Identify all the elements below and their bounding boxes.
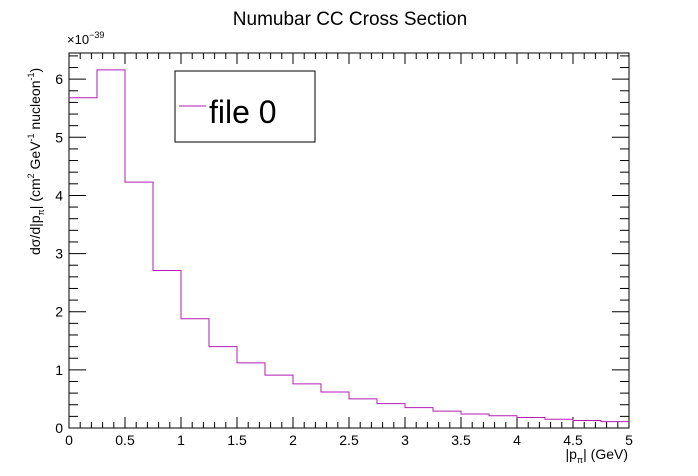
y-axis-title-c-sup: -1 (26, 133, 36, 141)
y-exponent-base: ×10 (67, 32, 89, 47)
y-tick-label: 4 (55, 187, 63, 203)
legend-entry-label: file 0 (209, 94, 277, 130)
y-tick-label: 0 (55, 420, 63, 436)
y-tick-label: 5 (55, 129, 63, 145)
y-axis-title-a-sub: π (36, 209, 46, 215)
x-tick-label: 2.5 (339, 432, 359, 448)
histogram-series-file-0 (69, 69, 629, 423)
x-axis: 0 0.5 1 1.5 2 2.5 3 3.5 4 4.5 5 (65, 53, 633, 448)
x-axis-title-sub: π (577, 455, 583, 465)
y-exponent-power: −39 (89, 30, 104, 40)
y-tick-label: 6 (55, 71, 63, 87)
x-tick-label: 0.5 (115, 432, 135, 448)
chart-title: Numubar CC Cross Section (233, 9, 467, 30)
legend-box (174, 70, 316, 143)
y-exponent-label: ×10−39 (67, 30, 104, 47)
y-tick-label: 3 (55, 246, 63, 262)
y-axis-title-b: | (cm (27, 178, 43, 209)
y-axis-title-d-sup: -1 (26, 73, 36, 81)
y-tick-label: 2 (55, 304, 63, 320)
y-axis: 0 1 2 3 4 5 6 (55, 55, 629, 436)
x-tick-label: 1 (177, 432, 185, 448)
x-axis-title: |pπ| (GeV) (565, 446, 628, 465)
y-axis-title: dσ/d|pπ| (cm2 GeV-1 nucleon-1) (26, 68, 46, 255)
y-axis-title-b-sup: 2 (26, 173, 36, 178)
y-axis-title-a: dσ/d|p (27, 215, 43, 255)
x-tick-label: 1.5 (227, 432, 247, 448)
x-tick-label: 4 (513, 432, 521, 448)
y-axis-title-d: nucleon (27, 81, 43, 134)
x-tick-label: 3 (401, 432, 409, 448)
x-tick-label: 4.5 (563, 432, 583, 448)
x-axis-title-main: |p (565, 446, 577, 462)
x-axis-title-tail: | (GeV) (583, 446, 628, 462)
x-tick-label: 2 (289, 432, 297, 448)
x-tick-label: 5 (625, 432, 633, 448)
y-axis-title-c: GeV (27, 141, 43, 174)
x-tick-label: 3.5 (451, 432, 471, 448)
legend: file 0 (174, 70, 316, 143)
x-tick-label: 0 (65, 432, 73, 448)
y-tick-label: 1 (55, 362, 63, 378)
y-axis-title-e: ) (27, 68, 43, 73)
